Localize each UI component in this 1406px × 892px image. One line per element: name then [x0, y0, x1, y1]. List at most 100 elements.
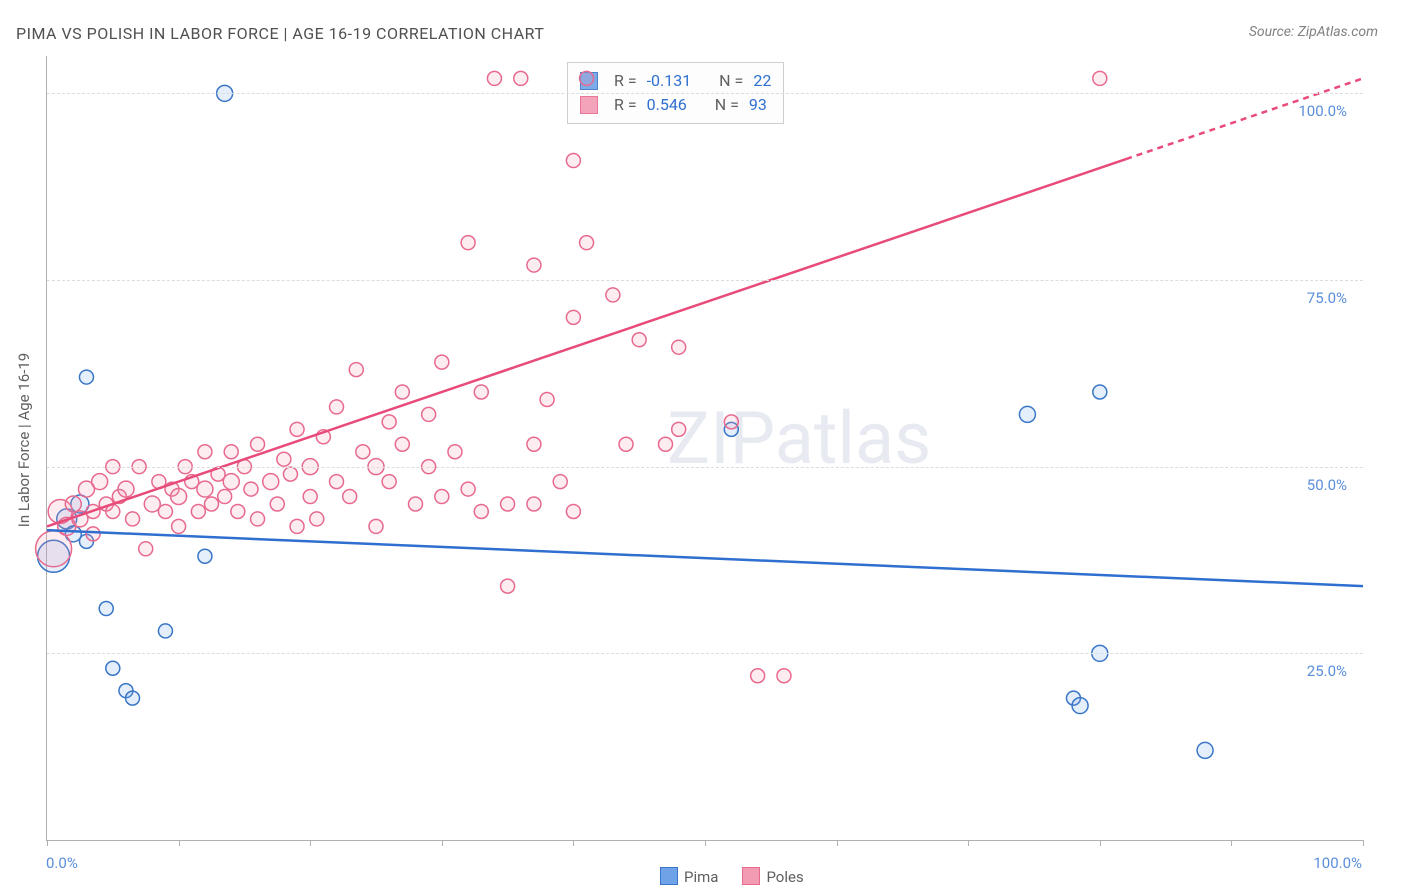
- pima-swatch-icon: [660, 867, 678, 885]
- poles-point: [251, 512, 265, 526]
- poles-point: [527, 258, 541, 272]
- poles-point: [566, 504, 580, 518]
- poles-point: [349, 363, 363, 377]
- source-attribution: Source: ZipAtlas.com: [1249, 24, 1378, 40]
- poles-point: [461, 236, 475, 250]
- poles-point: [290, 519, 304, 533]
- plot-svg: [47, 56, 1363, 840]
- y-tick-label: 75.0%: [1307, 289, 1347, 307]
- poles-point: [263, 474, 279, 490]
- poles-point: [310, 512, 324, 526]
- legend-label: Poles: [766, 868, 803, 886]
- poles-point: [244, 482, 258, 496]
- poles-point: [172, 519, 186, 533]
- x-tick: [1231, 840, 1232, 846]
- poles-point: [724, 415, 738, 429]
- poles-point: [501, 497, 515, 511]
- legend: Pima Poles: [660, 867, 804, 886]
- poles-point: [290, 422, 304, 436]
- x-tick-label: 100.0%: [1313, 854, 1362, 872]
- poles-point: [205, 497, 219, 511]
- y-tick-label: 100.0%: [1298, 102, 1347, 120]
- x-tick: [310, 840, 311, 846]
- poles-point: [777, 669, 791, 683]
- pima-point: [1093, 385, 1107, 399]
- poles-point: [487, 71, 501, 85]
- legend-item: Pima: [660, 867, 718, 886]
- gridline-h: [47, 467, 1363, 468]
- poles-point: [632, 333, 646, 347]
- poles-swatch-icon: [742, 867, 760, 885]
- pima-point: [79, 370, 93, 384]
- plot-area: ZIPatlas R =-0.131 N =22R =0.546 N =93 2…: [46, 56, 1363, 841]
- poles-point: [251, 437, 265, 451]
- trendline-poles: [47, 159, 1126, 526]
- trendline-pima: [47, 530, 1363, 586]
- poles-point: [448, 445, 462, 459]
- poles-point: [270, 497, 284, 511]
- poles-point: [527, 437, 541, 451]
- pima-point: [198, 549, 212, 563]
- poles-point: [231, 504, 245, 518]
- poles-point: [369, 519, 383, 533]
- poles-point: [330, 400, 344, 414]
- pima-point: [158, 624, 172, 638]
- poles-point: [566, 154, 580, 168]
- poles-point: [92, 474, 108, 490]
- poles-point: [197, 481, 213, 497]
- x-tick: [705, 840, 706, 846]
- x-tick: [573, 840, 574, 846]
- poles-point: [474, 504, 488, 518]
- poles-point: [1093, 71, 1107, 85]
- pima-point: [1072, 698, 1088, 714]
- gridline-h: [47, 653, 1363, 654]
- poles-point: [198, 445, 212, 459]
- poles-point: [672, 422, 686, 436]
- poles-point: [659, 437, 673, 451]
- legend-label: Pima: [684, 868, 718, 886]
- pima-point: [106, 661, 120, 675]
- poles-point: [566, 310, 580, 324]
- y-tick-label: 25.0%: [1307, 662, 1347, 680]
- x-tick: [1100, 840, 1101, 846]
- poles-point: [144, 496, 160, 512]
- poles-point: [36, 531, 72, 567]
- poles-point: [283, 467, 297, 481]
- pima-point: [126, 691, 140, 705]
- poles-point: [343, 490, 357, 504]
- poles-point: [606, 288, 620, 302]
- chart-container: PIMA VS POLISH IN LABOR FORCE | AGE 16-1…: [0, 0, 1406, 892]
- poles-point: [435, 355, 449, 369]
- pima-point: [1197, 742, 1213, 758]
- poles-point: [527, 497, 541, 511]
- poles-point: [277, 452, 291, 466]
- poles-point: [330, 475, 344, 489]
- poles-point: [461, 482, 475, 496]
- poles-point: [158, 504, 172, 518]
- x-tick: [47, 840, 48, 846]
- poles-point: [435, 490, 449, 504]
- pima-point: [1019, 406, 1035, 422]
- gridline-h: [47, 280, 1363, 281]
- poles-point: [139, 542, 153, 556]
- poles-point: [356, 445, 370, 459]
- poles-point: [171, 489, 187, 505]
- poles-point: [218, 490, 232, 504]
- poles-point: [395, 385, 409, 399]
- poles-point: [382, 415, 396, 429]
- poles-point: [118, 481, 134, 497]
- poles-point: [65, 496, 81, 512]
- poles-point: [514, 71, 528, 85]
- x-tick: [442, 840, 443, 846]
- x-tick: [968, 840, 969, 846]
- poles-point: [474, 385, 488, 399]
- poles-point: [672, 340, 686, 354]
- poles-point: [580, 236, 594, 250]
- poles-point: [422, 407, 436, 421]
- gridline-h: [47, 93, 1363, 94]
- x-tick-label: 0.0%: [46, 854, 78, 872]
- poles-point: [408, 497, 422, 511]
- poles-point: [126, 512, 140, 526]
- chart-title: PIMA VS POLISH IN LABOR FORCE | AGE 16-1…: [16, 24, 544, 43]
- y-tick-label: 50.0%: [1307, 476, 1347, 494]
